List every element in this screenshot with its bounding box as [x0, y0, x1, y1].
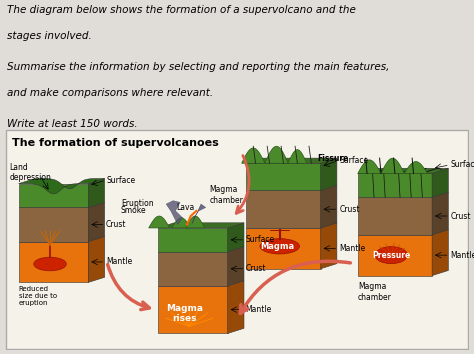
Polygon shape: [18, 184, 88, 207]
Text: The diagram below shows the formation of a supervolcano and the: The diagram below shows the formation of…: [7, 5, 356, 15]
Text: Reduced
size due to
eruption: Reduced size due to eruption: [18, 286, 57, 306]
Polygon shape: [158, 252, 228, 286]
Polygon shape: [246, 158, 337, 163]
Text: Magma
chamber: Magma chamber: [209, 185, 243, 205]
Text: Surface: Surface: [451, 160, 474, 170]
Text: Crust: Crust: [106, 220, 127, 229]
Polygon shape: [18, 207, 88, 241]
Polygon shape: [320, 223, 337, 269]
Text: Fissure: Fissure: [317, 154, 348, 162]
Polygon shape: [432, 192, 448, 235]
Polygon shape: [88, 202, 105, 241]
Text: and make comparisons where relevant.: and make comparisons where relevant.: [7, 88, 213, 98]
Polygon shape: [432, 169, 448, 197]
Text: Magma: Magma: [260, 242, 294, 251]
Text: The formation of supervolcanoes: The formation of supervolcanoes: [12, 138, 219, 148]
Polygon shape: [246, 163, 320, 190]
Polygon shape: [265, 146, 288, 163]
Text: Surface: Surface: [246, 235, 274, 244]
Polygon shape: [18, 178, 105, 194]
Text: stages involved.: stages involved.: [7, 31, 92, 41]
Polygon shape: [242, 148, 265, 163]
Polygon shape: [358, 235, 432, 275]
Polygon shape: [288, 150, 307, 163]
Polygon shape: [191, 204, 206, 224]
Polygon shape: [432, 230, 448, 275]
Polygon shape: [228, 223, 244, 252]
Text: Crust: Crust: [339, 205, 360, 214]
Text: Pressure: Pressure: [372, 251, 410, 259]
Text: Mantle: Mantle: [106, 257, 132, 267]
Text: Lava: Lava: [177, 203, 195, 212]
Text: Eruption: Eruption: [121, 199, 154, 208]
Polygon shape: [358, 160, 381, 173]
Text: Surface: Surface: [339, 156, 368, 165]
Polygon shape: [404, 161, 428, 173]
Text: Crust: Crust: [451, 211, 471, 221]
Text: Mantle: Mantle: [246, 305, 272, 314]
Polygon shape: [149, 216, 170, 228]
Ellipse shape: [260, 239, 300, 254]
Text: Mantle: Mantle: [339, 244, 365, 253]
Polygon shape: [18, 241, 88, 282]
Polygon shape: [88, 236, 105, 282]
Ellipse shape: [375, 247, 408, 264]
Polygon shape: [246, 228, 320, 269]
Polygon shape: [381, 158, 404, 173]
Text: Smoke: Smoke: [121, 206, 146, 215]
Polygon shape: [172, 218, 191, 228]
FancyBboxPatch shape: [6, 130, 468, 349]
Text: Magma
chamber: Magma chamber: [358, 282, 392, 302]
Text: Magma
rises: Magma rises: [166, 304, 203, 323]
Polygon shape: [358, 173, 432, 197]
Text: Crust: Crust: [246, 264, 266, 273]
Polygon shape: [320, 158, 337, 190]
Polygon shape: [246, 190, 320, 228]
Text: Surface: Surface: [106, 176, 135, 184]
Polygon shape: [228, 247, 244, 286]
Polygon shape: [320, 185, 337, 228]
Polygon shape: [158, 286, 228, 333]
Polygon shape: [228, 281, 244, 333]
Polygon shape: [158, 228, 228, 252]
Text: Mantle: Mantle: [451, 251, 474, 259]
Polygon shape: [166, 201, 182, 224]
Text: Land
depression: Land depression: [9, 162, 51, 182]
Ellipse shape: [34, 257, 66, 271]
Text: Summarise the information by selecting and reporting the main features,: Summarise the information by selecting a…: [7, 62, 390, 72]
Polygon shape: [186, 216, 204, 228]
Polygon shape: [358, 169, 448, 173]
Polygon shape: [158, 223, 244, 228]
Polygon shape: [358, 197, 432, 235]
Text: Write at least 150 words.: Write at least 150 words.: [7, 119, 138, 129]
Polygon shape: [88, 178, 105, 207]
